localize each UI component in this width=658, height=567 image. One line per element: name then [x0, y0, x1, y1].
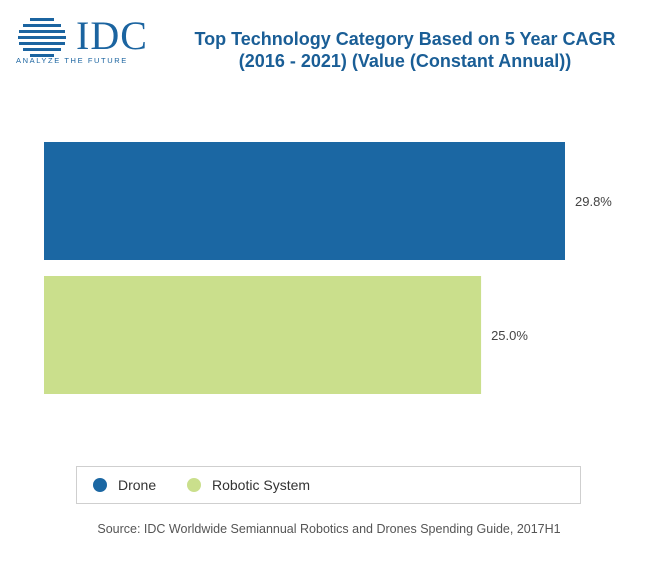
data-label-drone: 29.8% [575, 194, 612, 209]
bar-robotic-system[interactable] [44, 276, 482, 394]
chart-title: Top Technology Category Based on 5 Year … [160, 28, 650, 72]
legend-item-robotic-system[interactable]: Robotic System [187, 467, 310, 503]
bar-chart: 29.8% 25.0% [44, 142, 612, 394]
source-note: Source: IDC Worldwide Semiannual Robotic… [97, 522, 561, 536]
legend-swatch-drone [93, 478, 107, 492]
chart-title-line-1: Top Technology Category Based on 5 Year … [194, 29, 616, 49]
legend-swatch-robotic-system [187, 478, 201, 492]
legend: Drone Robotic System [76, 466, 581, 504]
legend-item-drone[interactable]: Drone [93, 467, 156, 503]
idc-logo: IDC ANALYZE THE FUTURE [14, 12, 154, 68]
bar-drone[interactable] [44, 142, 565, 260]
legend-label-robotic-system: Robotic System [212, 477, 311, 493]
data-label-robotic-system: 25.0% [491, 328, 528, 343]
globe-icon [18, 18, 66, 57]
chart-title-line-2: (2016 - 2021) (Value (Constant Annual)) [238, 51, 572, 71]
logo-text: IDC [76, 13, 148, 58]
logo-tagline: ANALYZE THE FUTURE [16, 56, 128, 65]
legend-label-drone: Drone [118, 477, 157, 493]
